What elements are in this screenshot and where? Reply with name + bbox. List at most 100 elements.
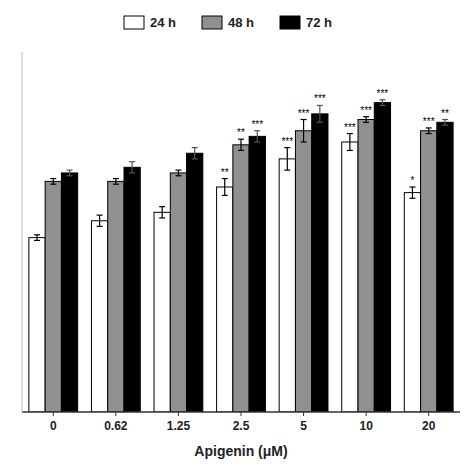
error-bar [50,179,56,185]
error-cap [192,158,198,159]
error-bar [97,215,103,226]
error-cap [379,105,385,106]
x-tick [241,412,242,416]
error-cap [34,234,40,235]
error-bar [67,170,73,176]
error-cap [426,133,432,134]
x-tick-label: 2.5 [233,419,250,433]
error-cap [159,206,165,207]
error-bar [113,179,119,185]
x-tick [178,412,179,416]
error-bar [284,148,290,171]
error-cap [426,127,432,128]
error-line [257,131,258,142]
error-line [428,128,429,134]
error-cap [159,217,165,218]
error-cap [301,141,307,142]
significance-label: *** [298,108,310,119]
error-line [303,120,304,143]
error-line [115,179,116,185]
bar: 48 h 10: 1.04 [358,120,374,413]
y-axis [22,52,23,412]
error-cap [113,178,119,179]
error-line [178,170,179,176]
error-bar [409,187,415,198]
error-cap [254,141,260,142]
x-axis-label: Apigenin (μM) [194,443,287,459]
significance-label: *** [251,119,263,130]
significance-label: *** [344,122,356,133]
bar: 72 h 2.5: 0.98 [249,136,265,412]
error-line [319,105,320,122]
error-cap [347,133,353,134]
legend-label: 72 h [306,15,332,30]
error-line [366,117,367,123]
error-cap [129,172,135,173]
error-bar [238,139,244,150]
x-tick-label: 20 [422,419,436,433]
bar: 24 h 2.5: 0.8 [217,187,233,412]
error-bar [175,170,181,176]
error-cap [67,175,73,176]
error-bar [222,179,228,196]
bar: 72 h 1.25: 0.92 [187,153,203,412]
x-tick [53,412,54,416]
x-tick-label: 1.25 [167,419,191,433]
error-cap [442,119,448,120]
error-bar [192,148,198,159]
bar: 72 h 0.62: 0.87 [124,167,140,412]
significance-label: *** [377,88,389,99]
bar: 48 h 0: 0.82 [45,181,61,412]
significance-label: * [410,175,414,186]
error-line [444,120,445,126]
error-cap [222,178,228,179]
error-cap [129,161,135,162]
error-cap [50,184,56,185]
significance-label: *** [281,136,293,147]
error-cap [317,105,323,106]
error-cap [317,122,323,123]
legend-swatch [124,16,144,29]
legend-swatch [202,16,222,29]
error-line [162,207,163,218]
error-cap [379,99,385,100]
error-cap [67,170,73,171]
legend-swatch [280,16,300,29]
error-line [53,179,54,185]
x-tick-label: 0.62 [104,419,128,433]
error-cap [222,195,228,196]
error-bar [363,117,369,123]
error-line [382,100,383,106]
bar: 24 h 0: 0.62 [29,238,45,412]
bar: 72 h 10: 1.1 [374,103,390,412]
bar: 24 h 20: 0.78 [404,193,420,412]
x-tick-label: 0 [50,419,57,433]
error-cap [347,150,353,151]
x-tick [303,412,304,416]
significance-label: *** [423,116,435,127]
bar: 24 h 10: 0.96 [342,142,358,412]
error-cap [284,170,290,171]
error-cap [363,122,369,123]
bar: 24 h 5: 0.9 [279,159,295,412]
error-cap [363,116,369,117]
x-tick [115,412,116,416]
bar: 24 h 0.62: 0.68 [91,221,107,412]
error-cap [409,198,415,199]
bar: 72 h 5: 1.06 [312,114,328,412]
error-cap [97,215,103,216]
annotations: ******************************* [221,88,449,186]
error-bar [379,100,385,106]
x-tick-label: 10 [359,419,373,433]
error-cap [50,178,56,179]
error-cap [192,147,198,148]
error-cap [238,150,244,151]
error-line [194,148,195,159]
x-tick [366,412,367,416]
error-line [240,139,241,150]
error-cap [175,175,181,176]
significance-label: ** [237,127,245,138]
error-cap [97,226,103,227]
bar: 48 h 20: 1 [421,131,437,412]
bar: 48 h 0.62: 0.82 [108,181,124,412]
